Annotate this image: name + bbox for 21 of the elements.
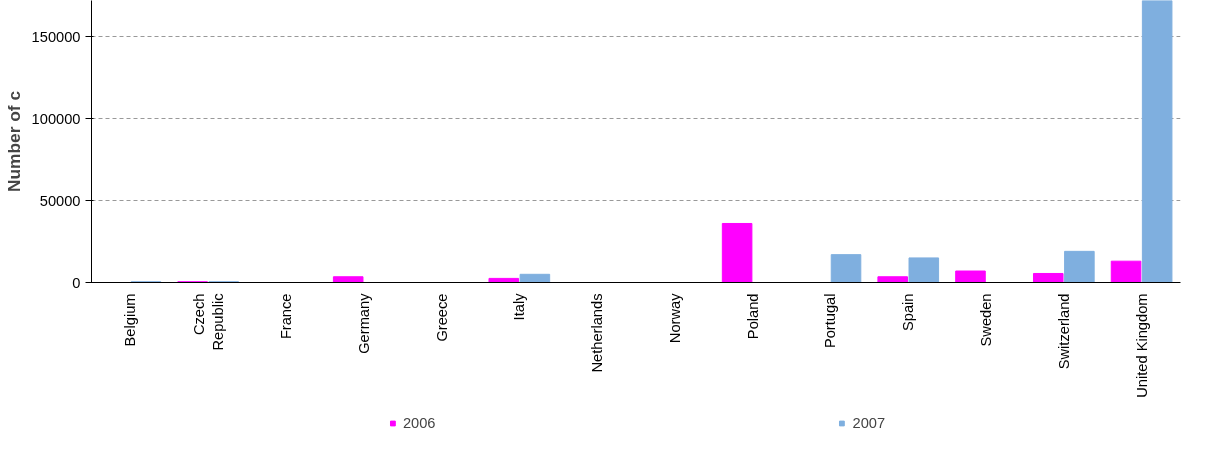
y-tick-label: 150000 <box>31 28 81 45</box>
x-tick-label: Netherlands <box>589 293 606 373</box>
x-tick-label: Czech Republic <box>190 293 226 351</box>
x-tick-label: Spain <box>900 293 917 331</box>
legend-label: 2006 <box>402 414 436 431</box>
x-tick-label: Portugal <box>822 293 839 349</box>
legend-label: 2007 <box>852 414 886 431</box>
y-tick-label: 50000 <box>39 192 81 209</box>
x-tick-label: Poland <box>744 293 761 340</box>
x-tick-label: Norway <box>666 292 683 344</box>
y-tick-label: 100000 <box>31 110 81 127</box>
x-tick-label: Switzerland <box>1055 293 1072 370</box>
x-tick-label: Sweden <box>978 293 995 347</box>
x-tick-label: Belgium <box>122 293 139 347</box>
y-axis-title: Number of c <box>3 90 24 193</box>
y-tick-label: 0 <box>72 274 81 291</box>
x-tick-label: Greece <box>433 293 450 342</box>
x-tick-label: Italy <box>511 292 528 321</box>
x-tick-label: France <box>277 293 294 340</box>
x-tick-label: United Kingdom <box>1133 293 1150 398</box>
x-tick-label: Germany <box>355 292 372 354</box>
